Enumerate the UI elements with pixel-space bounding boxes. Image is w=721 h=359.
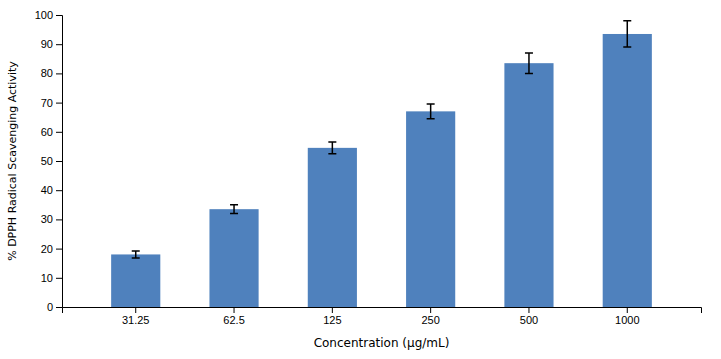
y-tick-mark <box>56 249 62 250</box>
bar <box>111 254 160 307</box>
y-tick: 50 <box>41 155 62 167</box>
error-bar <box>328 142 336 154</box>
y-tick-mark <box>56 132 62 133</box>
x-tick-mark <box>528 307 529 313</box>
y-tick-label: 60 <box>41 126 53 138</box>
bar <box>209 209 258 307</box>
y-tick-mark <box>56 190 62 191</box>
x-tick: 1000 <box>615 307 639 326</box>
x-tick-label: 31.25 <box>122 314 150 326</box>
y-tick-label: 20 <box>41 243 53 255</box>
y-tick-mark <box>56 219 62 220</box>
y-tick: 40 <box>41 184 62 196</box>
x-tick-label: 62.5 <box>223 314 244 326</box>
x-axis: 31.25 62.5 125 250 500 1000 <box>63 307 702 326</box>
bar <box>308 148 357 307</box>
y-tick-label: 70 <box>41 97 53 109</box>
error-bar <box>132 251 140 258</box>
y-tick-mark <box>56 15 62 16</box>
x-tick-label: 125 <box>323 314 341 326</box>
x-axis-title: Concentration (μg/mL) <box>314 336 450 350</box>
bar <box>603 34 652 307</box>
error-bar <box>525 53 533 73</box>
y-axis: 0 10 20 30 40 50 60 70 80 90 100 <box>35 9 63 313</box>
y-tick: 80 <box>41 67 62 79</box>
y-tick: 10 <box>41 272 62 284</box>
plot: 0 10 20 30 40 50 60 70 80 90 100 31.25 62.5 125 250 500… <box>35 9 702 326</box>
y-tick-mark <box>56 73 62 74</box>
chart: 0 10 20 30 40 50 60 70 80 90 100 31.25 62.5 125 250 500… <box>0 0 721 359</box>
y-tick-label: 10 <box>41 272 53 284</box>
y-tick-mark <box>56 307 62 308</box>
x-tick: 31.25 <box>122 307 150 326</box>
marks <box>111 21 652 307</box>
y-axis-title: % DPPH Radical Scavenging Activity <box>6 61 19 261</box>
bar <box>504 63 553 307</box>
y-tick: 100 <box>35 9 62 21</box>
y-tick: 0 <box>47 301 62 313</box>
x-tick: 62.5 <box>223 307 244 326</box>
x-tick-mark <box>430 307 431 313</box>
y-tick-label: 80 <box>41 67 53 79</box>
y-tick: 60 <box>41 126 62 138</box>
x-tick-mark <box>135 307 136 313</box>
bar <box>406 111 455 307</box>
error-bar <box>427 104 435 119</box>
y-tick-mark <box>56 278 62 279</box>
x-tick-mark <box>332 307 333 313</box>
error-bar <box>230 205 238 214</box>
error-bar <box>623 21 631 47</box>
y-tick-label: 0 <box>47 301 53 313</box>
x-tick: 125 <box>323 307 341 326</box>
y-tick-mark <box>56 44 62 45</box>
y-axis-line <box>56 16 63 308</box>
x-tick-mark <box>627 307 628 313</box>
x-axis-line <box>63 308 702 314</box>
y-tick: 70 <box>41 97 62 109</box>
y-tick-mark <box>56 161 62 162</box>
y-tick-label: 50 <box>41 155 53 167</box>
y-tick: 30 <box>41 213 62 225</box>
y-tick-label: 30 <box>41 213 53 225</box>
y-tick-mark <box>56 103 62 104</box>
x-tick-label: 1000 <box>615 314 639 326</box>
x-tick: 500 <box>520 307 538 326</box>
y-tick-label: 100 <box>35 9 53 21</box>
x-tick-label: 250 <box>421 314 439 326</box>
y-tick: 90 <box>41 38 62 50</box>
y-tick: 20 <box>41 243 62 255</box>
x-tick: 250 <box>421 307 439 326</box>
y-tick-label: 40 <box>41 184 53 196</box>
x-tick-label: 500 <box>520 314 538 326</box>
x-tick-mark <box>234 307 235 313</box>
y-tick-label: 90 <box>41 38 53 50</box>
